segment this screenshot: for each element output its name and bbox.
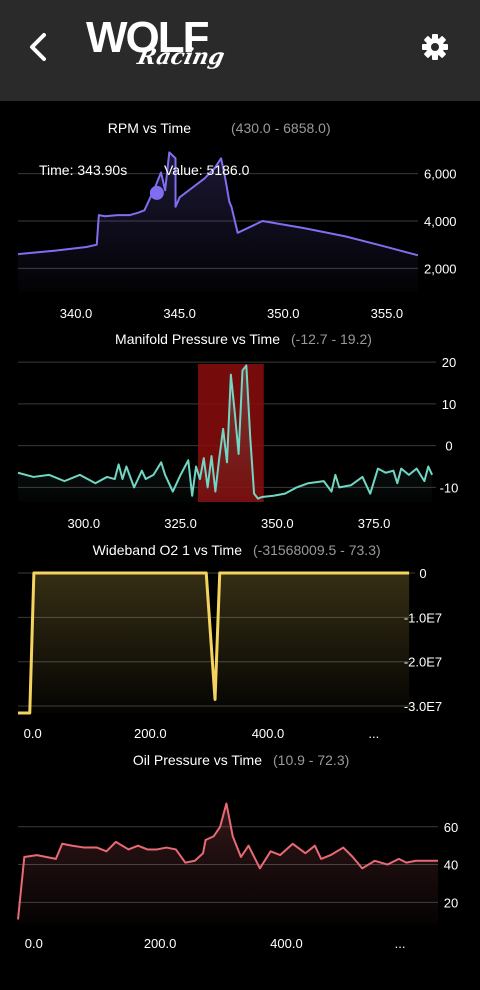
chart-title: Oil Pressure vs Time [133, 752, 262, 768]
x-tick-label: 0.0 [24, 726, 42, 741]
chevron-left-icon [30, 33, 46, 61]
chart-title: Manifold Pressure vs Time [115, 331, 280, 347]
y-tick-label: 10 [442, 397, 456, 412]
x-tick-label: 350.0 [267, 306, 300, 321]
y-tick-label: -1.0E7 [404, 610, 442, 625]
oil-pressure-chart[interactable]: Oil Pressure vs Time (10.9 - 72.3) 60 40 2… [0, 743, 480, 958]
y-tick-label: 20 [444, 895, 458, 910]
x-tick-label: 200.0 [134, 726, 167, 741]
x-tick-label: 325.0 [164, 516, 197, 531]
chart-range: (-12.7 - 19.2) [291, 331, 372, 347]
app-header: WOLF Racing [0, 0, 480, 101]
rpm-chart[interactable]: RPM vs Time (430.0 - 6858.0) 6,000 4,000 2… [0, 110, 480, 330]
y-tick-label: 6,000 [424, 167, 457, 182]
series-area [18, 573, 410, 713]
chart-range: (-31568009.5 - 73.3) [253, 542, 381, 558]
logo-sub-text: Racing [135, 44, 227, 70]
series-line [17, 364, 434, 500]
y-tick-label: 4,000 [424, 214, 457, 229]
back-button[interactable] [22, 28, 56, 66]
tooltip-time: Time: 343.90s [39, 162, 127, 178]
chart-range: (430.0 - 6858.0) [231, 120, 331, 136]
x-tick-label: 200.0 [144, 936, 177, 951]
x-tick-label: 350.0 [261, 516, 294, 531]
series-area [18, 803, 438, 925]
y-tick-label: 60 [444, 820, 458, 835]
x-tick-label: 340.0 [60, 306, 93, 321]
y-tick-label: -10 [440, 480, 459, 495]
y-tick-label: 0 [445, 439, 452, 454]
x-tick-label: 355.0 [371, 306, 404, 321]
tooltip-marker [149, 185, 164, 200]
logo-main-text: WOLF [86, 13, 210, 62]
series-line [18, 571, 410, 715]
x-tick-label: 0.0 [25, 936, 43, 951]
chart-range: (10.9 - 72.3) [273, 752, 349, 768]
manifold-pressure-chart[interactable]: Manifold Pressure vs Time (-12.7 - 19.2)… [0, 322, 480, 537]
y-tick-label: 2,000 [424, 261, 457, 276]
y-tick-label: 20 [442, 355, 456, 370]
series-area [18, 365, 433, 502]
x-tick-label: 345.0 [163, 306, 196, 321]
x-tick-label: 400.0 [252, 726, 285, 741]
series-line [17, 151, 419, 257]
y-tick-label: -3.0E7 [404, 699, 442, 714]
gear-icon [422, 34, 448, 60]
tooltip-value: Value: 5186.0 [164, 162, 250, 178]
wolf-racing-logo: WOLF Racing [86, 14, 256, 80]
x-tick-label: 300.0 [68, 516, 101, 531]
y-tick-label: 0 [419, 566, 426, 581]
y-tick-label: 40 [444, 858, 458, 873]
settings-button[interactable] [418, 30, 452, 64]
x-tick-label: ... [395, 936, 406, 951]
x-tick-label: ... [368, 726, 379, 741]
series-line [17, 802, 438, 920]
x-tick-label: 375.0 [358, 516, 391, 531]
series-area [18, 152, 418, 292]
y-tick-label: -2.0E7 [404, 655, 442, 670]
chart-title: RPM vs Time [108, 120, 191, 136]
x-tick-label: 400.0 [270, 936, 303, 951]
chart-title: Wideband O2 1 vs Time [93, 542, 243, 558]
wideband-o2-chart[interactable]: Wideband O2 1 vs Time (-31568009.5 - 73.… [0, 533, 480, 748]
